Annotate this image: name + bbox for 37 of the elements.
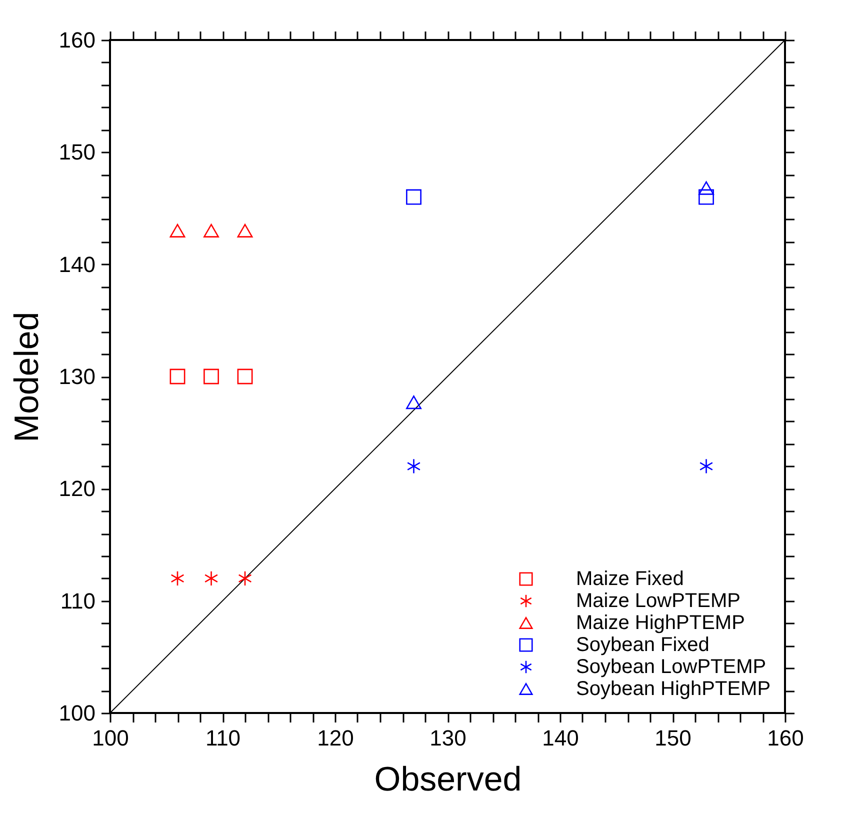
x-tick-label: 130 [430, 726, 466, 750]
point [170, 570, 184, 586]
x-tick-label: 120 [317, 726, 354, 750]
point [406, 458, 421, 474]
legend-label: Soybean HighPTEMP [576, 678, 771, 700]
x-axis-title: Observed [374, 760, 522, 798]
legend-label: Maize LowPTEMP [576, 590, 740, 612]
point [238, 570, 252, 586]
y-tick-label: 110 [60, 588, 96, 614]
x-tick-label: 110 [205, 726, 241, 750]
x-tick-label: 140 [542, 726, 579, 750]
point [406, 189, 422, 205]
legend-label: Maize HighPTEMP [576, 612, 745, 634]
y-tick-label: 160 [58, 28, 96, 52]
legend-label: Maize Fixed [576, 568, 684, 590]
point [699, 458, 714, 474]
point [204, 224, 219, 238]
y-axis-title: Modeled [8, 312, 46, 442]
point [698, 189, 714, 205]
point [406, 396, 422, 410]
point [237, 368, 253, 384]
point [170, 224, 186, 238]
x-tick-label: 160 [767, 726, 804, 750]
y-tick-label: 150 [58, 140, 96, 165]
x-tick-label: 100 [92, 726, 129, 750]
x-tick-label: 150 [654, 726, 692, 750]
legend-label: Soybean LowPTEMP [576, 656, 766, 678]
y-tick-label: 140 [58, 252, 96, 277]
legend-label: Soybean Fixed [576, 634, 710, 656]
y-tick-label: 100 [58, 700, 96, 726]
point [170, 368, 186, 384]
point [204, 570, 218, 586]
y-tick-label: 130 [58, 364, 96, 389]
point [698, 181, 714, 195]
point [237, 224, 253, 238]
y-tick-label: 120 [58, 476, 96, 502]
point [204, 368, 219, 384]
